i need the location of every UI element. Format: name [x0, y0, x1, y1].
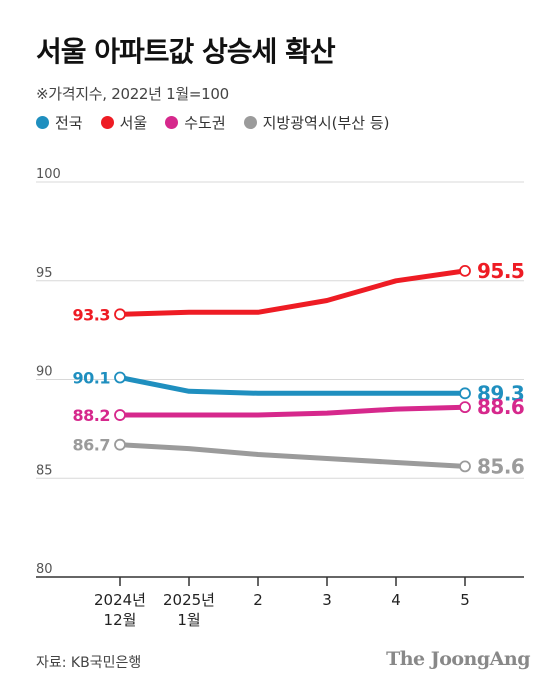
x-tick-label: 3 [322, 591, 332, 609]
legend-item: 전국 [36, 112, 83, 133]
legend-label: 전국 [55, 114, 83, 132]
source-note: 자료: KB국민은행 [36, 655, 142, 671]
series-marker [459, 460, 471, 473]
brand-logo: The JoongAng [386, 648, 530, 670]
y-tick-label: 90 [36, 365, 53, 380]
x-tick-label: 12월 [104, 611, 137, 629]
x-tick-label: 5 [460, 591, 470, 609]
end-value-label: 88.6 [477, 395, 524, 419]
series-marker [114, 371, 126, 384]
legend: 전국 서울 수도권 지방광역시(부산 등) [36, 112, 390, 133]
legend-item: 지방광역시(부산 등) [243, 112, 390, 133]
x-tick-label: 2024년 [94, 591, 146, 609]
y-tick-label: 80 [36, 562, 53, 577]
start-value-label: 90.1 [73, 369, 111, 388]
series-marker [114, 409, 126, 421]
y-tick-label: 85 [36, 463, 53, 478]
series-line [117, 268, 468, 317]
end-value-label: 85.6 [477, 454, 524, 478]
series-marker [459, 401, 471, 414]
legend-swatch [165, 116, 179, 129]
x-tick-label: 2025년 [163, 591, 215, 609]
y-tick-label: 95 [36, 266, 53, 281]
end-value-label: 95.5 [477, 259, 524, 283]
x-tick-label: 2 [253, 591, 263, 609]
start-value-label: 93.3 [73, 305, 110, 324]
legend-item: 수도권 [165, 112, 226, 133]
legend-swatch [243, 116, 257, 129]
legend-label: 지방광역시(부산 등) [262, 114, 390, 132]
x-tick-label: 4 [391, 591, 401, 609]
series-marker [114, 308, 126, 321]
chart-title: 서울 아파트값 상승세 확산 [36, 35, 336, 68]
series-line [117, 375, 468, 396]
legend-label: 서울 [119, 114, 148, 132]
legend-item: 서울 [100, 112, 148, 133]
end-value-label: 89.3 [477, 381, 524, 405]
series-line [117, 442, 468, 469]
series-line [117, 404, 468, 418]
series-marker [459, 264, 471, 277]
series-marker [459, 387, 471, 400]
y-tick-label: 100 [36, 167, 61, 182]
legend-swatch [36, 116, 49, 129]
chart-subtitle: ※가격지수, 2022년 1월=100 [36, 85, 229, 103]
start-value-label: 88.2 [73, 406, 110, 425]
start-value-label: 86.7 [73, 436, 110, 455]
legend-label: 수도권 [184, 114, 226, 132]
x-tick-label: 1월 [177, 611, 200, 629]
series-marker [114, 438, 126, 451]
legend-swatch [100, 116, 114, 129]
